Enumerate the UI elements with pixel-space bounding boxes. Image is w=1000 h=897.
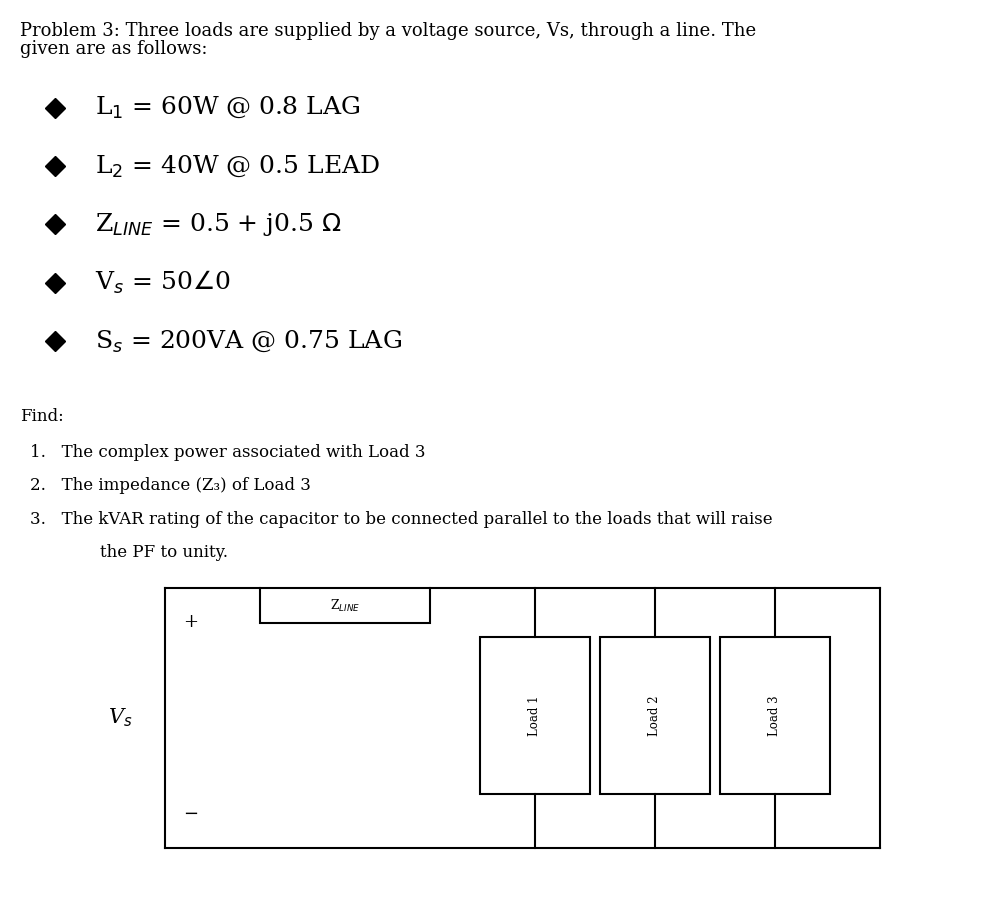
Bar xyxy=(600,637,710,794)
Text: Problem 3: Three loads are supplied by a voltage source, Vs, through a line. The: Problem 3: Three loads are supplied by a… xyxy=(20,22,756,40)
Text: Z$_{LINE}$: Z$_{LINE}$ xyxy=(330,597,360,614)
Text: V$_s$ = 50$\angle$0: V$_s$ = 50$\angle$0 xyxy=(95,269,231,296)
Text: 3.   The kVAR rating of the capacitor to be connected parallel to the loads that: 3. The kVAR rating of the capacitor to b… xyxy=(30,511,773,528)
Text: the PF to unity.: the PF to unity. xyxy=(100,544,228,562)
Text: Load 1: Load 1 xyxy=(528,695,542,736)
Text: 2.   The impedance (Z₃) of Load 3: 2. The impedance (Z₃) of Load 3 xyxy=(30,477,311,494)
Text: L$_1$ = 60W @ 0.8 LAG: L$_1$ = 60W @ 0.8 LAG xyxy=(95,95,360,120)
Text: −: − xyxy=(183,805,198,823)
Bar xyxy=(260,588,430,623)
Text: Z$_{LINE}$ = 0.5 + j0.5 $\Omega$: Z$_{LINE}$ = 0.5 + j0.5 $\Omega$ xyxy=(95,211,342,238)
Text: Find:: Find: xyxy=(20,408,64,425)
Text: V$_s$: V$_s$ xyxy=(108,706,132,729)
Bar xyxy=(720,637,830,794)
Text: given are as follows:: given are as follows: xyxy=(20,40,208,58)
Text: +: + xyxy=(183,613,198,631)
Text: Load 3: Load 3 xyxy=(768,695,782,736)
Text: S$_s$ = 200VA @ 0.75 LAG: S$_s$ = 200VA @ 0.75 LAG xyxy=(95,328,402,353)
Bar xyxy=(480,637,590,794)
Text: L$_2$ = 40W @ 0.5 LEAD: L$_2$ = 40W @ 0.5 LEAD xyxy=(95,153,380,179)
Text: Load 2: Load 2 xyxy=(648,695,662,736)
Text: 1.   The complex power associated with Load 3: 1. The complex power associated with Loa… xyxy=(30,444,426,461)
